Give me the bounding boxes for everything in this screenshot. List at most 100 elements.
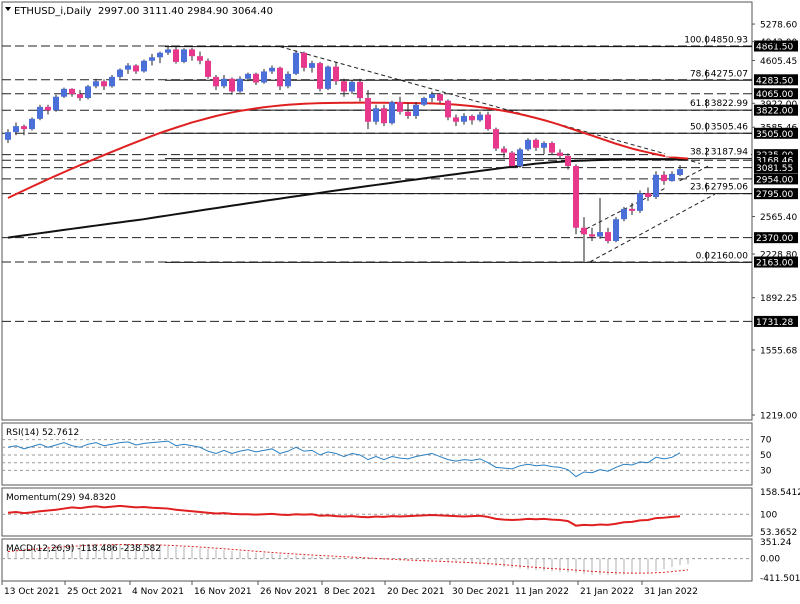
candle-bullish bbox=[293, 52, 299, 74]
macd-layer: 351.24 0.00 -411.501 bbox=[2, 538, 800, 584]
fibonacci-price-label: | 4850.93 bbox=[705, 36, 748, 46]
candle-bearish bbox=[533, 139, 539, 148]
candle-bullish bbox=[37, 106, 43, 119]
price-level-tag bbox=[754, 162, 798, 174]
rsi-layer: 70 50 30 bbox=[2, 436, 772, 478]
candle-bearish bbox=[133, 65, 139, 72]
candle-bullish bbox=[373, 108, 379, 122]
moving-average-black-line bbox=[7, 158, 689, 239]
candle-bearish bbox=[629, 208, 635, 211]
fibonacci-labels-layer: 100.0| 4850.93 78.6| 4275.07 61.8| 3822.99… bbox=[665, 34, 751, 261]
fibonacci-ratio-label: 23.6 bbox=[690, 183, 710, 193]
y-axis-label: 2565.40 bbox=[760, 213, 797, 223]
candle-bullish bbox=[517, 149, 523, 167]
price-level-tag bbox=[754, 315, 798, 327]
candle-bearish bbox=[565, 155, 571, 167]
candle-bullish bbox=[669, 173, 675, 182]
candle-bearish bbox=[69, 88, 75, 95]
candle-bearish bbox=[77, 94, 83, 99]
fibonacci-price-label: | 3187.94 bbox=[705, 148, 748, 158]
price-level-tag bbox=[754, 232, 798, 244]
channel-lower-line bbox=[589, 193, 716, 263]
candle-bullish bbox=[149, 57, 155, 61]
candle-bullish bbox=[109, 76, 115, 87]
candle-bearish bbox=[229, 78, 235, 92]
rsi-axis-label: 70 bbox=[760, 436, 772, 446]
candle-bearish bbox=[485, 114, 491, 130]
candle-bullish bbox=[413, 104, 419, 116]
price-level-tag bbox=[754, 88, 798, 100]
momentum-axis-label: 158.5412 bbox=[760, 488, 800, 498]
price-level-tag bbox=[754, 173, 798, 185]
fibonacci-ratio-label: 61.8 bbox=[690, 99, 710, 109]
candle-bullish bbox=[237, 78, 243, 92]
y-axis-label: 3922.00 bbox=[760, 100, 797, 110]
momentum-layer: 158.5412 100 53.3652 bbox=[2, 488, 800, 538]
price-level-tag bbox=[754, 74, 798, 86]
candle-bearish bbox=[573, 166, 579, 228]
price-level-tag bbox=[754, 40, 798, 52]
fibonacci-ratio-label: 50.0 bbox=[690, 122, 710, 132]
candle-bearish bbox=[501, 148, 507, 153]
price-level-label: 1731.28 bbox=[756, 318, 793, 328]
moving-average-red-line bbox=[7, 101, 689, 199]
candle-bearish bbox=[437, 94, 443, 101]
x-axis-label: 4 Nov 2021 bbox=[132, 587, 184, 597]
price-level-tag bbox=[754, 154, 798, 166]
candle-bearish bbox=[317, 63, 323, 89]
candle-bearish bbox=[253, 73, 259, 83]
candle-bullish bbox=[541, 142, 547, 148]
candle-bullish bbox=[157, 52, 163, 58]
fibonacci-ratio-label: 78.6 bbox=[690, 69, 710, 79]
candle-bullish bbox=[461, 115, 467, 122]
price-levels-layer bbox=[2, 45, 752, 322]
candle-bearish bbox=[189, 49, 195, 57]
candle-bearish bbox=[205, 60, 211, 77]
candle-bullish bbox=[85, 86, 91, 99]
rsi-line bbox=[7, 440, 681, 478]
fibonacci-price-label: | 3822.99 bbox=[705, 99, 748, 109]
candle-bearish bbox=[469, 115, 475, 121]
candle-bearish bbox=[661, 174, 667, 182]
price-level-label: 3505.00 bbox=[756, 130, 793, 140]
x-axis-label: 13 Oct 2021 bbox=[4, 587, 60, 597]
candle-bearish bbox=[581, 227, 587, 235]
candle-bullish bbox=[61, 88, 67, 97]
price-level-label: 4065.00 bbox=[756, 90, 793, 100]
x-axis-label: 16 Nov 2021 bbox=[194, 587, 252, 597]
candle-bearish bbox=[397, 102, 403, 112]
candle-bearish bbox=[341, 81, 347, 92]
momentum-title: Momentum(29) 94.8320 bbox=[6, 493, 116, 503]
x-axis-label: 20 Dec 2021 bbox=[387, 587, 445, 597]
dropdown-triangle-icon[interactable] bbox=[5, 7, 11, 11]
x-axis-label: 11 Jan 2022 bbox=[515, 587, 569, 597]
price-level-label: 3081.55 bbox=[756, 164, 793, 174]
candle-bullish bbox=[245, 73, 251, 79]
candle-bearish bbox=[333, 66, 339, 82]
candlesticks-layer bbox=[5, 45, 683, 263]
candle-bearish bbox=[357, 81, 363, 99]
candle-bearish bbox=[21, 126, 27, 130]
y-axis-label: 4942.00 bbox=[760, 38, 797, 48]
price-level-label: 2795.00 bbox=[756, 190, 793, 200]
candle-bearish bbox=[445, 100, 451, 118]
candle-bullish bbox=[613, 219, 619, 242]
candle-bullish bbox=[653, 174, 659, 198]
candle-bullish bbox=[389, 102, 395, 124]
candle-bearish bbox=[589, 234, 595, 237]
candle-bullish bbox=[621, 208, 627, 220]
price-level-label: 4861.50 bbox=[756, 43, 793, 53]
fibonacci-price-label: | 2795.06 bbox=[705, 183, 748, 193]
chart-symbol-title: ETHUSD_i,Daily bbox=[14, 6, 92, 17]
price-level-tag bbox=[754, 127, 798, 139]
rsi-axis-label: 50 bbox=[760, 451, 772, 461]
price-axis-layer: 4861.504283.504065.003822.003505.003235.… bbox=[752, 21, 798, 422]
price-level-tag bbox=[754, 104, 798, 116]
x-axis-label: 25 Oct 2021 bbox=[67, 587, 123, 597]
candle-bullish bbox=[165, 49, 171, 53]
candle-bearish bbox=[405, 111, 411, 116]
rsi-panel-frame bbox=[1, 422, 753, 486]
descending-trendline bbox=[279, 46, 701, 164]
